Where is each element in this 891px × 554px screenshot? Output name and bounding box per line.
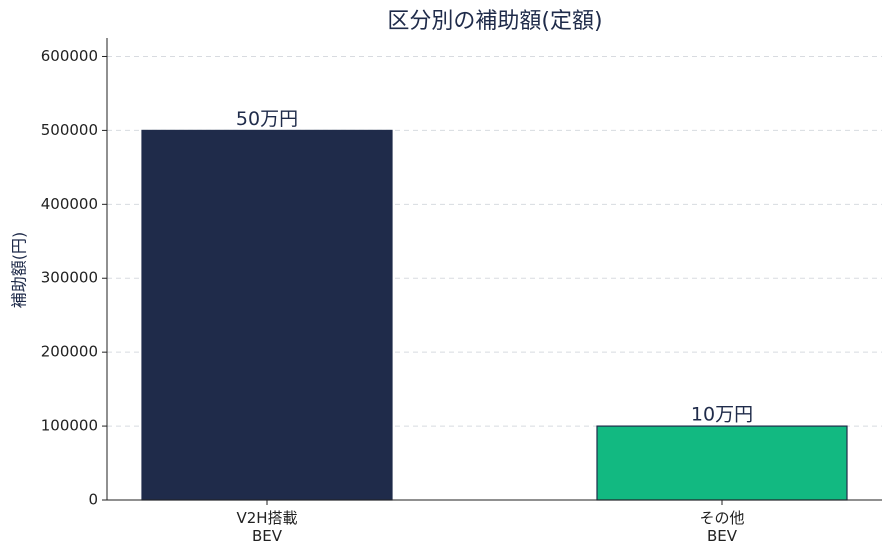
y-tick-label: 400000 xyxy=(41,195,98,213)
chart-title: 区分別の補助額(定額) xyxy=(387,9,602,34)
y-tick-label: 100000 xyxy=(41,417,98,435)
value-label: 50万円 xyxy=(236,108,298,130)
y-axis-label: 補助額(円) xyxy=(10,232,29,309)
y-tick-label: 600000 xyxy=(41,47,98,65)
bar xyxy=(596,425,848,501)
bar xyxy=(141,129,393,501)
y-tick-label: 0 xyxy=(88,491,98,509)
y-tick-label: 200000 xyxy=(41,343,98,361)
x-tick-label: その他 BEV xyxy=(699,509,744,545)
y-tick-label: 300000 xyxy=(41,269,98,287)
y-tick-label: 500000 xyxy=(41,121,98,139)
x-tick-label: V2H搭載 BEV xyxy=(236,509,297,545)
value-label: 10万円 xyxy=(691,404,753,426)
